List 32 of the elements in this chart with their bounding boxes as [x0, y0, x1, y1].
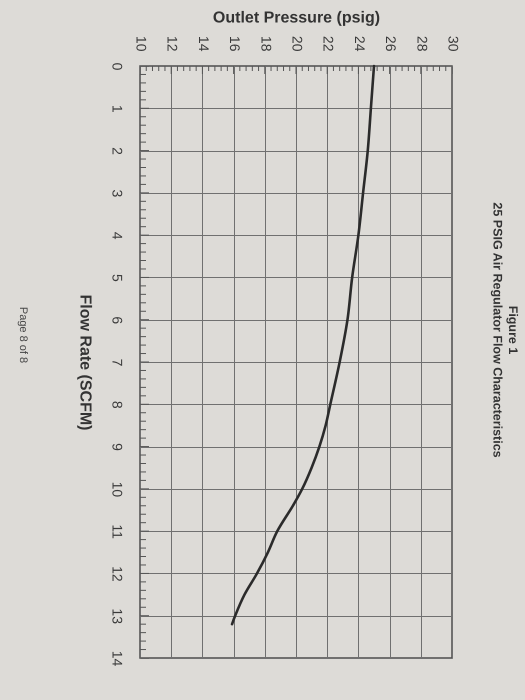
y-tick-label: 8 [110, 400, 126, 409]
text: 25 PSIG Air Regulator Flow Characteristics [490, 202, 504, 458]
x-tick-label: 26 [383, 36, 400, 52]
y-tick-label: 13 [110, 608, 126, 624]
x-tick-label: 30 [446, 36, 462, 52]
x-tick-label: 16 [227, 36, 244, 52]
y-axis-title: Flow Rate (SCFM) [76, 294, 94, 430]
line-series [230, 64, 376, 626]
y-tick-label: 10 [110, 482, 126, 498]
y-tick-label: 11 [110, 524, 126, 540]
x-tick-label: 18 [258, 36, 274, 52]
x-tick-label: 10 [134, 36, 150, 52]
x-tick-label: 22 [320, 36, 337, 52]
x-axis-title: Outlet Pressure (psig) [212, 10, 380, 26]
y-tick-label: 14 [110, 650, 126, 666]
x-tick-label: 14 [196, 36, 212, 52]
y-tick-label: 4 [110, 232, 126, 240]
y-tick-label: 12 [110, 566, 126, 582]
x-tick-label: 12 [164, 36, 181, 52]
x-tick-label: 28 [414, 36, 430, 52]
y-tick-label: 7 [110, 358, 126, 367]
x-tick-label: 24 [352, 36, 368, 52]
text: Figure 1 [506, 306, 520, 354]
y-tick-label: 9 [110, 443, 126, 452]
y-tick-label: 2 [110, 147, 126, 156]
y-tick-label: 6 [110, 316, 126, 324]
y-tick-label: 5 [110, 274, 126, 282]
y-tick-label: 1 [110, 104, 126, 113]
x-tick-label: 20 [290, 36, 306, 52]
y-tick-label: 3 [110, 189, 126, 198]
text: Page 8 of 8 [17, 306, 29, 364]
y-tick-label: 0 [110, 62, 126, 71]
